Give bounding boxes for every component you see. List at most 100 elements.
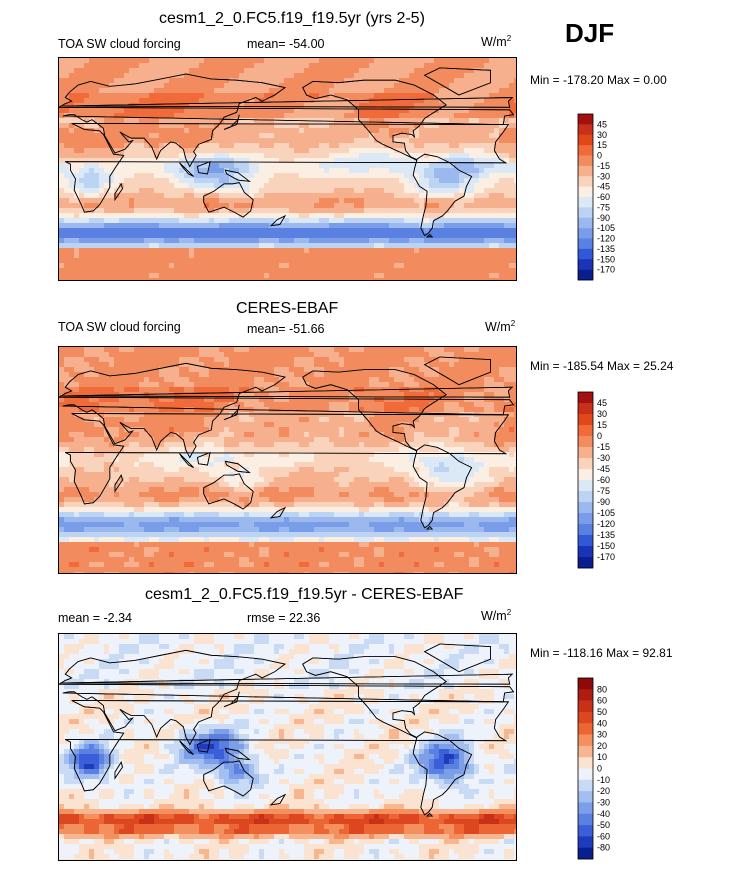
colorbar-swatch: [578, 238, 593, 250]
panel-1-units: W/m2: [481, 34, 512, 50]
colorbar-swatch: [578, 711, 593, 724]
coastline: [179, 740, 194, 755]
coastline: [60, 97, 514, 108]
panel-3-units: W/m2: [481, 608, 512, 624]
colorbar-swatch: [578, 734, 593, 747]
colorbar-tick-label: 0: [597, 151, 602, 161]
colorbar-swatch: [578, 207, 593, 219]
colorbar-swatch: [578, 458, 593, 470]
panel-3-mean: mean = -2.34: [58, 611, 133, 625]
colorbar-tick-label: -50: [597, 820, 610, 830]
panel-3-title: cesm1_2_0.FC5.f19_f19.5yr - CERES-EBAF: [145, 586, 464, 603]
coastline: [65, 413, 510, 505]
coastline: [196, 451, 211, 466]
colorbar-tick-label: -15: [597, 161, 610, 171]
coastline: [203, 473, 254, 510]
colorbar-tick-label: -120: [597, 519, 615, 529]
colorbar-tick-label: -105: [597, 508, 615, 518]
colorbar-swatch: [578, 403, 593, 415]
coastline: [60, 386, 514, 398]
colorbar-swatch: [578, 228, 593, 239]
colorbar-swatch: [578, 469, 593, 481]
colorbar-swatch: [578, 392, 593, 404]
colorbar-swatch: [578, 813, 593, 826]
coastline: [65, 700, 510, 792]
colorbar-swatch: [578, 259, 593, 270]
colorbar-swatch: [578, 546, 593, 558]
panel-2-map: [57, 346, 520, 578]
colorbar-tick-label: -90: [597, 213, 610, 223]
colorbar-tick-label: 15: [597, 420, 607, 430]
colorbar-tick-label: 15: [597, 140, 607, 150]
colorbar-tick-label: 60: [597, 696, 607, 706]
colorbar-tick-label: 30: [597, 730, 607, 740]
coastline: [203, 182, 254, 218]
colorbar-swatch: [578, 502, 593, 514]
coastline: [196, 738, 211, 753]
colorbar-swatch: [578, 557, 593, 569]
panel-2-title: CERES-EBAF: [236, 300, 339, 317]
colorbar-tick-label: -40: [597, 809, 610, 819]
coastline: [412, 731, 473, 816]
colorbar-swatch: [578, 114, 593, 125]
colorbar-tick-label: 45: [597, 119, 607, 129]
colorbar-swatch: [578, 535, 593, 547]
colorbar-swatch: [578, 513, 593, 525]
coastline: [196, 160, 211, 175]
coastline: [224, 747, 251, 761]
colorbar-swatch: [578, 176, 593, 187]
colorbar-frame: [577, 391, 594, 569]
colorbar-tick-label: -60: [597, 192, 610, 202]
panel-3-rmse: rmse = 22.36: [247, 611, 321, 625]
colorbar-swatch: [578, 757, 593, 769]
colorbar-tick-label: -150: [597, 254, 615, 264]
colorbar-tick-label: 80: [597, 684, 607, 694]
colorbar-swatch: [578, 700, 593, 713]
coastline: [412, 444, 473, 529]
colorbar-tick-label: -80: [597, 843, 610, 853]
colorbar-tick-label: 10: [597, 752, 607, 762]
coastline: [269, 793, 287, 806]
coastline: [412, 153, 473, 237]
coastline: [224, 169, 251, 182]
coastline: [114, 182, 123, 202]
colorbar-swatch: [578, 145, 593, 156]
colorbar-tick-label: -120: [597, 234, 615, 244]
colorbar-swatch: [578, 269, 593, 281]
panel-2-minmax: Min = -185.54 Max = 25.24: [530, 359, 674, 373]
colorbar-swatch: [578, 447, 593, 459]
coastline: [224, 460, 251, 474]
colorbar-swatch: [578, 197, 593, 208]
colorbar-frame: [577, 677, 594, 860]
colorbar-swatch: [578, 124, 593, 136]
colorbar-swatch: [578, 186, 593, 198]
panel-1-minmax: Min = -178.20 Max = 0.00: [530, 73, 667, 87]
panel-1-mean: mean= -54.00: [247, 37, 325, 51]
coastline: [60, 673, 514, 685]
colorbar-tick-label: -30: [597, 453, 610, 463]
coastline: [302, 369, 447, 452]
coastline: [423, 356, 491, 386]
panel-1-variable: TOA SW cloud forcing: [58, 37, 181, 51]
colorbar-tick-label: 20: [597, 741, 607, 751]
colorbar-swatch: [578, 491, 593, 503]
colorbar-tick-label: 0: [597, 431, 602, 441]
colorbar-swatch: [578, 414, 593, 426]
panel-2-variable: TOA SW cloud forcing: [58, 320, 181, 334]
coastline: [269, 214, 287, 227]
colorbar-swatch: [578, 689, 593, 701]
colorbar-swatch: [578, 723, 593, 735]
colorbar-tick-label: 0: [597, 764, 602, 774]
panel-2-colorbar: 4530150-15-30-45-60-75-90-105-120-135-15…: [577, 391, 615, 569]
panel-3-minmax: Min = -118.16 Max = 92.81: [530, 646, 673, 660]
colorbar-tick-label: 30: [597, 409, 607, 419]
colorbar-tick-label: -75: [597, 202, 610, 212]
coastline: [423, 643, 491, 673]
coastline: [179, 453, 194, 468]
coastline: [179, 162, 194, 177]
colorbar-tick-label: -30: [597, 171, 610, 181]
colorbar-swatch: [578, 745, 593, 758]
coastline: [426, 525, 434, 530]
colorbar-swatch: [578, 678, 593, 690]
coastline: [57, 73, 515, 168]
